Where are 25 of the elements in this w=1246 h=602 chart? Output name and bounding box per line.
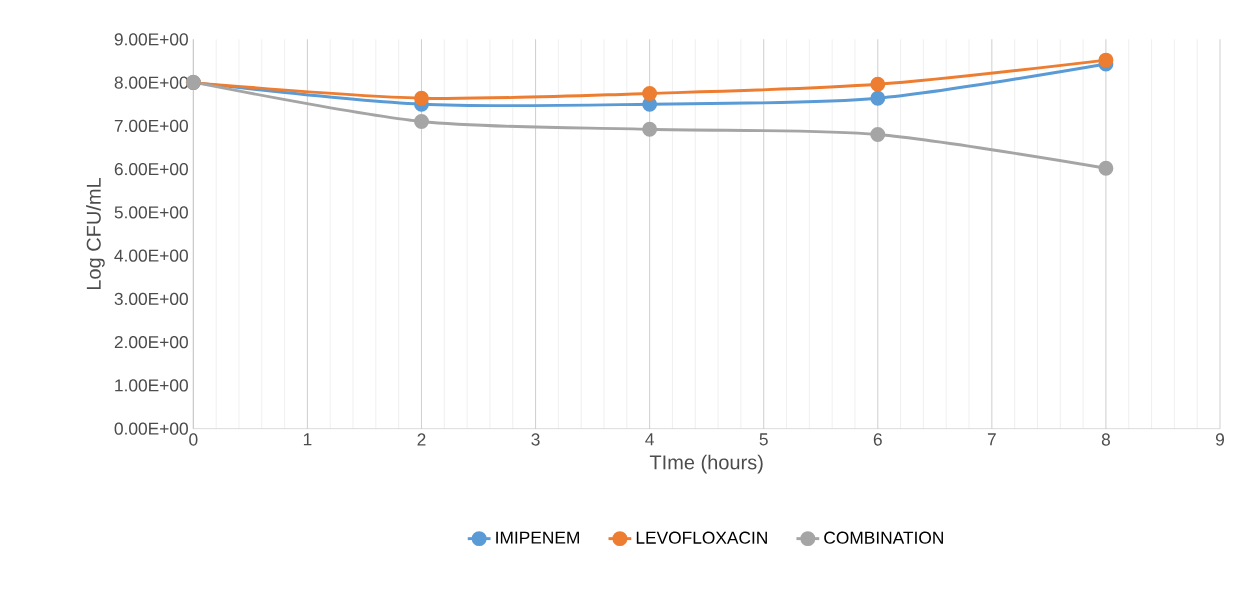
x-tick-label: 0: [189, 433, 198, 446]
x-tick-label: 8: [1101, 433, 1110, 446]
y-tick-label: 0.00E+00: [114, 422, 188, 435]
legend-label: COMBINATION: [824, 531, 943, 544]
x-tick-label: 7: [987, 433, 996, 446]
y-tick-label: 4.00E+00: [114, 249, 188, 262]
y-tick-label: 6.00E+00: [114, 162, 188, 176]
x-axis-title: TIme (hours): [649, 454, 763, 474]
y-tick-label: 1.00E+00: [115, 379, 188, 392]
y-tick-label: 7.00E+00: [114, 119, 188, 132]
y-tick-label: 9.00E+00: [114, 33, 188, 46]
x-tick-label: 3: [531, 433, 540, 446]
y-tick-label: 8.00E+00: [114, 76, 188, 89]
x-tick-label: 6: [873, 433, 882, 446]
x-tick-label: 9: [1215, 433, 1224, 446]
x-tick-label: 5: [759, 433, 768, 446]
legend-label: IMIPENEM: [496, 531, 579, 544]
x-tick-label: 4: [645, 433, 654, 446]
x-tick-label: 1: [303, 433, 312, 446]
y-tick-label: 5.00E+00: [114, 206, 188, 219]
y-axis-title: Log CFU/mL: [86, 178, 105, 290]
y-tick-label: 3.00E+00: [114, 292, 188, 306]
y-tick-label: 2.00E+00: [114, 336, 188, 349]
legend-label: LEVOFLOXACIN: [636, 531, 767, 544]
x-tick-label: 2: [417, 433, 426, 446]
